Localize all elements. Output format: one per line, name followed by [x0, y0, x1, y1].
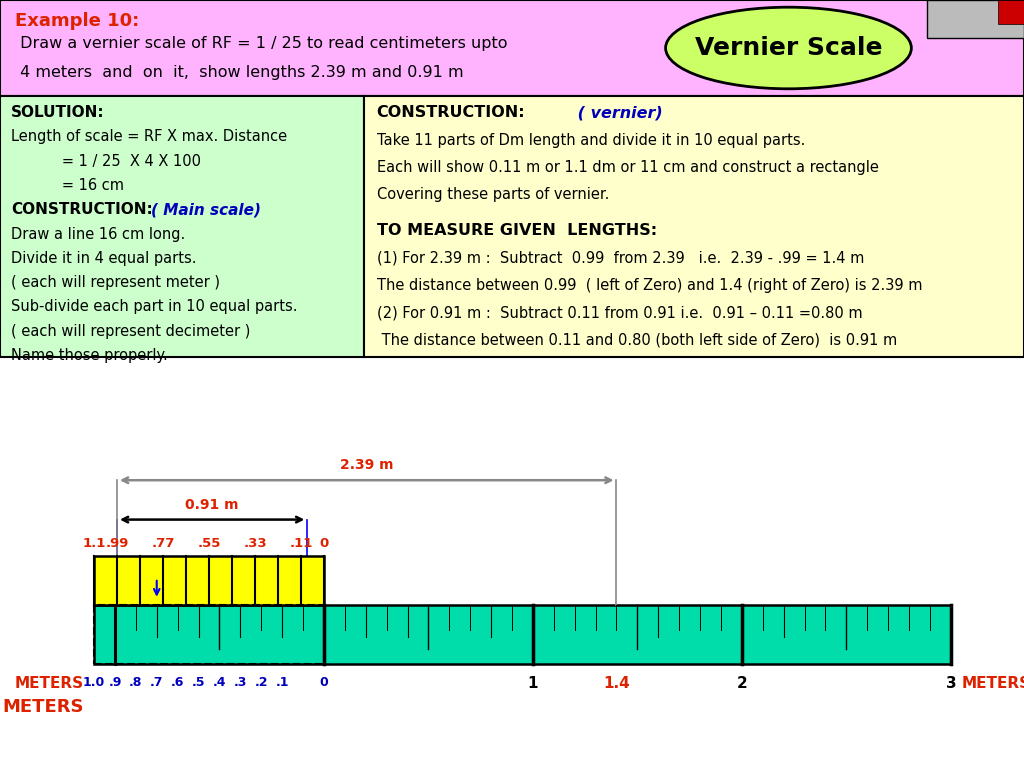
Text: ( each will represent meter ): ( each will represent meter ): [11, 275, 220, 290]
Text: 1.0: 1.0: [83, 676, 105, 689]
Text: 2: 2: [736, 676, 748, 690]
Bar: [998, 0, 1024, 24]
Text: 0: 0: [319, 676, 329, 689]
Text: .3: .3: [233, 676, 247, 689]
Text: Take 11 parts of Dm length and divide it in 10 equal parts.: Take 11 parts of Dm length and divide it…: [377, 133, 805, 147]
Ellipse shape: [666, 7, 911, 89]
Text: The distance between 0.11 and 0.80 (both left side of Zero)  is 0.91 m: The distance between 0.11 and 0.80 (both…: [377, 333, 897, 348]
Bar: [94, 556, 324, 605]
Bar: [927, 0, 1024, 38]
Text: CONSTRUCTION:: CONSTRUCTION:: [11, 202, 153, 217]
Text: (1) For 2.39 m :  Subtract  0.99  from 2.39   i.e.  2.39 - .99 = 1.4 m: (1) For 2.39 m : Subtract 0.99 from 2.39…: [377, 250, 864, 266]
Text: METERS: METERS: [962, 676, 1024, 690]
Text: .4: .4: [213, 676, 226, 689]
Text: .1: .1: [275, 676, 289, 689]
Text: TO MEASURE GIVEN  LENGTHS:: TO MEASURE GIVEN LENGTHS:: [377, 223, 656, 238]
Text: 4 meters  and  on  it,  show lengths 2.39 m and 0.91 m: 4 meters and on it, show lengths 2.39 m …: [15, 65, 464, 81]
Text: .9: .9: [109, 676, 122, 689]
Text: ( vernier): ( vernier): [571, 105, 663, 120]
Text: Draw a vernier scale of RF = 1 / 25 to read centimeters upto: Draw a vernier scale of RF = 1 / 25 to r…: [15, 37, 508, 51]
Text: .55: .55: [198, 538, 220, 551]
Text: Draw a line 16 cm long.: Draw a line 16 cm long.: [11, 227, 185, 242]
Text: Sub-divide each part in 10 equal parts.: Sub-divide each part in 10 equal parts.: [11, 300, 297, 314]
Text: 1: 1: [527, 676, 539, 690]
Text: .77: .77: [152, 538, 175, 551]
Text: Each will show 0.11 m or 1.1 dm or 11 cm and construct a rectangle: Each will show 0.11 m or 1.1 dm or 11 cm…: [377, 160, 879, 175]
Text: ( each will represent decimeter ): ( each will represent decimeter ): [11, 323, 250, 339]
Text: 1.4: 1.4: [603, 676, 630, 690]
Text: Covering these parts of vernier.: Covering these parts of vernier.: [377, 187, 609, 203]
Bar: [94, 605, 951, 664]
Text: 3: 3: [945, 676, 956, 690]
Bar: [94, 605, 324, 664]
Text: .6: .6: [171, 676, 184, 689]
Text: The distance between 0.99  ( left of Zero) and 1.4 (right of Zero) is 2.39 m: The distance between 0.99 ( left of Zero…: [377, 278, 923, 293]
Text: 2.39 m: 2.39 m: [340, 458, 393, 472]
Text: Length of scale = RF X max. Distance: Length of scale = RF X max. Distance: [11, 130, 287, 144]
Text: Divide it in 4 equal parts.: Divide it in 4 equal parts.: [11, 251, 197, 266]
Text: CONSTRUCTION:: CONSTRUCTION:: [377, 105, 525, 120]
Text: .2: .2: [255, 676, 268, 689]
Text: 0.91 m: 0.91 m: [185, 498, 239, 511]
Text: .99: .99: [105, 538, 129, 551]
Text: METERS: METERS: [14, 676, 84, 690]
Text: Vernier Scale: Vernier Scale: [694, 36, 883, 60]
Text: .5: .5: [191, 676, 205, 689]
Text: = 1 / 25  X 4 X 100: = 1 / 25 X 4 X 100: [11, 154, 201, 169]
Text: .11: .11: [289, 538, 312, 551]
Text: 1.1: 1.1: [82, 538, 105, 551]
Text: 0: 0: [319, 538, 329, 551]
Text: SOLUTION:: SOLUTION:: [11, 105, 104, 120]
Text: .7: .7: [150, 676, 164, 689]
Text: Name those properly.: Name those properly.: [11, 348, 168, 363]
Text: ( Main scale): ( Main scale): [151, 202, 261, 217]
Text: (2) For 0.91 m :  Subtract 0.11 from 0.91 i.e.  0.91 – 0.11 =0.80 m: (2) For 0.91 m : Subtract 0.11 from 0.91…: [377, 306, 862, 320]
Text: = 16 cm: = 16 cm: [11, 178, 124, 193]
Text: Example 10:: Example 10:: [15, 12, 139, 29]
Text: .33: .33: [243, 538, 267, 551]
Text: METERS: METERS: [2, 698, 84, 716]
Text: .8: .8: [129, 676, 142, 689]
